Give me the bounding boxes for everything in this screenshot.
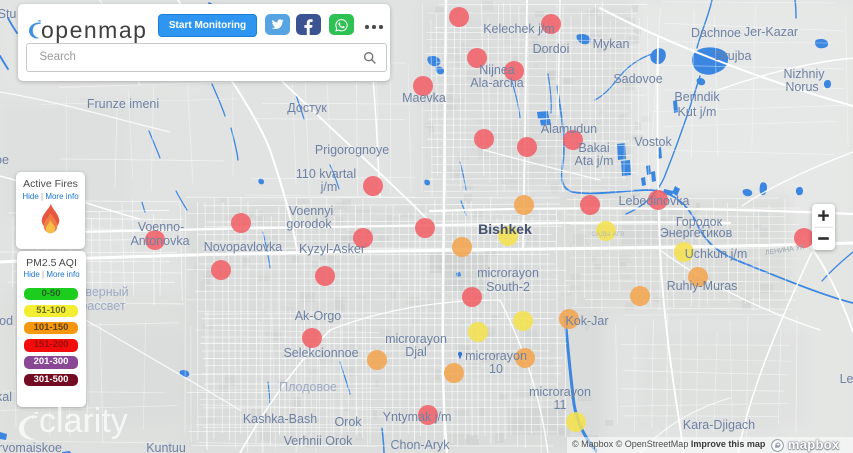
svg-text:Dordoi: Dordoi [533,42,570,56]
svg-text:South-2: South-2 [486,280,530,294]
svg-text:10: 10 [489,362,503,376]
svg-text:Kashka-Bash: Kashka-Bash [243,412,317,426]
svg-text:gorodok: gorodok [286,217,332,231]
svg-text:Kara-Djigach: Kara-Djigach [683,418,755,432]
svg-text:Ruhiy-Muras: Ruhiy-Muras [667,279,738,293]
svg-text:microrayon: microrayon [465,349,527,363]
svg-text:Verhnii Orok: Verhnii Orok [284,434,354,448]
svg-text:j/m: j/m [320,180,338,194]
svg-text:Novopavlovka: Novopavlovka [204,240,283,254]
svg-text:oe: oe [0,153,9,167]
svg-text:Плодовое: Плодовое [279,380,337,394]
svg-text:Городок: Городок [676,215,723,229]
svg-text:Ala-archa: Ala-archa [470,76,524,90]
svg-text:11: 11 [554,398,567,412]
svg-text:Yntymak j/m: Yntymak j/m [383,410,452,424]
svg-text:Orok: Orok [334,415,362,429]
svg-text:Drujba: Drujba [715,49,752,63]
svg-text:Selekcionnoe: Selekcionnoe [283,346,358,360]
svg-text:Kyzyl-Asker: Kyzyl-Asker [299,242,365,256]
svg-text:kal: kal [0,390,12,404]
svg-text:Len: Len [840,372,853,386]
svg-text:Bakai: Bakai [578,141,609,155]
svg-text:Voennyi: Voennyi [289,204,333,218]
svg-text:Sadovoe: Sadovoe [613,72,662,86]
svg-text:microrayon: microrayon [477,266,539,280]
svg-text:Достук: Достук [287,101,327,115]
svg-text:Stu: Stu [0,7,16,21]
svg-text:110 kvartal: 110 kvartal [296,167,356,181]
svg-text:Chon-Aryk: Chon-Aryk [390,438,450,452]
svg-text:Ata j/m: Ata j/m [575,154,614,168]
svg-text:Dachnoe: Dachnoe [691,26,741,40]
svg-text:rvomaiskoe: rvomaiskoe [0,441,62,453]
svg-text:Alamudun: Alamudun [541,122,597,136]
svg-text:Mykan: Mykan [593,37,630,51]
svg-text:верный: верный [85,285,128,299]
svg-text:microrayon: microrayon [529,385,591,399]
svg-text:Ak-Orgo: Ak-Orgo [295,309,342,323]
svg-text:Voenno-: Voenno- [138,220,185,234]
svg-text:Norus: Norus [785,80,818,94]
svg-text:САДЫ АГВ: САДЫ АГВ [591,231,624,238]
svg-text:Prigorognoye: Prigorognoye [315,143,389,157]
svg-text:microrayon: microrayon [385,332,447,346]
svg-text:Nijnea: Nijnea [479,63,514,77]
svg-text:vod: vod [0,314,13,328]
svg-text:Kut j/m: Kut j/m [678,105,717,119]
svg-text:Bishkek: Bishkek [478,221,532,237]
svg-text:Berindik: Berindik [674,90,720,104]
svg-text:Antonovka: Antonovka [130,234,189,248]
svg-text:Vostok: Vostok [634,135,672,149]
svg-text:Lebedinovka: Lebedinovka [619,194,690,208]
svg-text:Djal: Djal [405,345,427,359]
svg-text:Jer-Kazar: Jer-Kazar [744,25,798,39]
svg-text:Maevka: Maevka [402,91,446,105]
svg-text:Kuntuu: Kuntuu [146,441,186,453]
svg-text:Kok-Jar: Kok-Jar [565,314,608,328]
svg-text:Frunze imeni: Frunze imeni [87,97,159,111]
svg-text:Kelechek j/m: Kelechek j/m [483,22,555,36]
svg-text:Uchkun j/m: Uchkun j/m [685,247,748,261]
svg-text:рассвет: рассвет [80,299,125,313]
svg-text:Энергетиков: Энергетиков [660,226,733,240]
svg-text:Nizhniy: Nizhniy [784,67,826,81]
